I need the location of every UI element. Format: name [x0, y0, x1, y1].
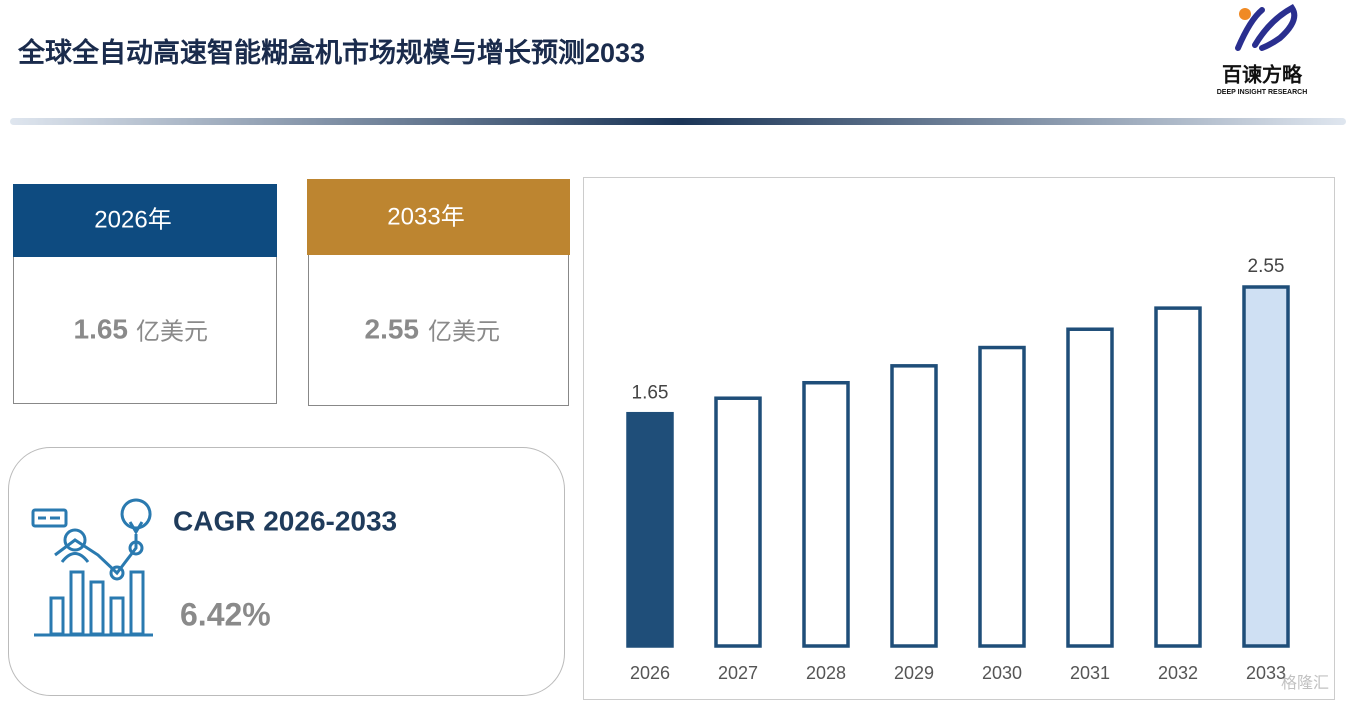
x-tick-label: 2031 [1070, 663, 1110, 683]
cagr-icon [31, 498, 153, 637]
x-tick-label: 2028 [806, 663, 846, 683]
card-header [13, 184, 277, 257]
title: 全球全自动高速智能糊盒机市场规模与增长预测2033 [17, 37, 645, 68]
value-label: 1.65 [632, 383, 669, 404]
chart-frame [583, 177, 1335, 700]
watermark: 格隆汇 [1281, 674, 1329, 692]
bar [978, 345, 1026, 648]
value-label: 2.55 [1248, 256, 1285, 277]
logo: 百谏方略 DEEP INSIGHT RESEARCH [1217, 4, 1308, 96]
cagr-box [8, 447, 565, 696]
card-unit: 亿美元 [136, 318, 208, 345]
card-value: 1.65 [74, 313, 129, 344]
cagr-label: CAGR 2026-2033 [173, 505, 397, 536]
x-tick-label: 2029 [894, 663, 934, 683]
x-tick-label: 2033 [1246, 663, 1286, 683]
card-header [307, 179, 570, 255]
bar [1066, 327, 1114, 648]
cagr-value: 6.42% [180, 596, 271, 632]
bar [1154, 306, 1202, 648]
card-value: 2.55 [365, 313, 420, 344]
bar [1242, 285, 1290, 648]
card-year: 2033年 [387, 203, 464, 230]
x-tick-label: 2030 [982, 663, 1022, 683]
card-unit: 亿美元 [428, 318, 500, 345]
divider [10, 118, 1346, 125]
bar [890, 364, 938, 648]
x-tick-label: 2026 [630, 663, 670, 683]
x-tick-label: 2027 [718, 663, 758, 683]
card-year: 2026年 [94, 206, 171, 233]
bar [802, 380, 850, 648]
logo-name: 百谏方略 [1222, 62, 1303, 86]
bar [626, 411, 674, 648]
bar [714, 396, 762, 648]
logo-tagline: DEEP INSIGHT RESEARCH [1217, 89, 1308, 96]
x-tick-label: 2032 [1158, 663, 1198, 683]
